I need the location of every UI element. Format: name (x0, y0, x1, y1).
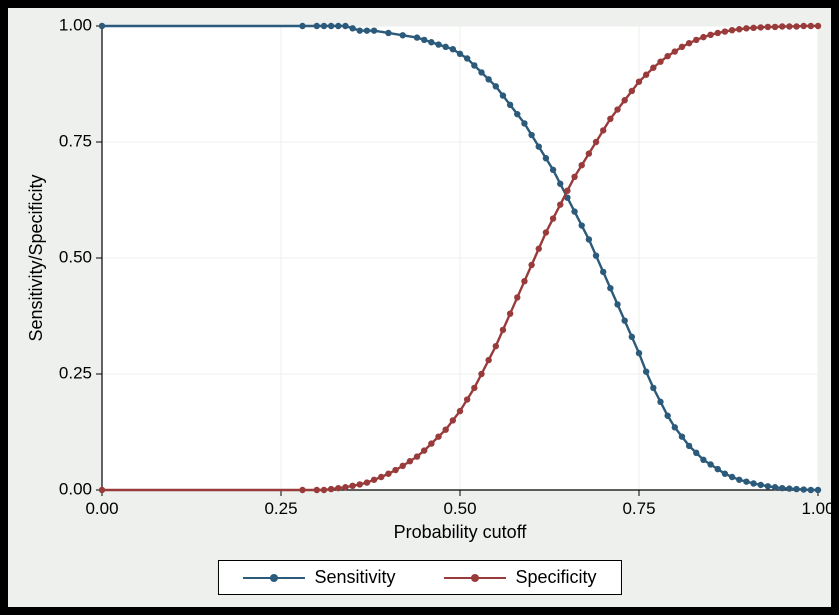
legend-swatch-sensitivity (242, 574, 304, 582)
sensitivity-specificity-chart: 0.00 0.25 0.50 0.75 1.00 0.00 0.25 0.50 0.75 1.00… (8, 8, 831, 548)
svg-text:0.75: 0.75 (59, 131, 92, 150)
svg-text:0.50: 0.50 (443, 499, 476, 518)
svg-text:0.00: 0.00 (59, 479, 92, 498)
legend-swatch-specificity (444, 574, 506, 582)
svg-text:0.25: 0.25 (264, 499, 297, 518)
legend-item-sensitivity: Sensitivity (242, 567, 395, 588)
legend: Sensitivity Specificity (217, 560, 621, 595)
svg-text:0.00: 0.00 (85, 499, 118, 518)
svg-text:1.00: 1.00 (59, 15, 92, 34)
svg-text:0.75: 0.75 (622, 499, 655, 518)
legend-item-specificity: Specificity (444, 567, 597, 588)
svg-text:0.50: 0.50 (59, 247, 92, 266)
svg-text:0.25: 0.25 (59, 363, 92, 382)
svg-text:1.00: 1.00 (801, 499, 831, 518)
svg-text:Probability cutoff: Probability cutoff (394, 522, 528, 542)
legend-label: Specificity (516, 567, 597, 588)
legend-label: Sensitivity (314, 567, 395, 588)
svg-text:Sensitivity/Specificity: Sensitivity/Specificity (26, 174, 46, 341)
chart-frame: 0.00 0.25 0.50 0.75 1.00 0.00 0.25 0.50 0.75 1.00… (0, 0, 839, 615)
